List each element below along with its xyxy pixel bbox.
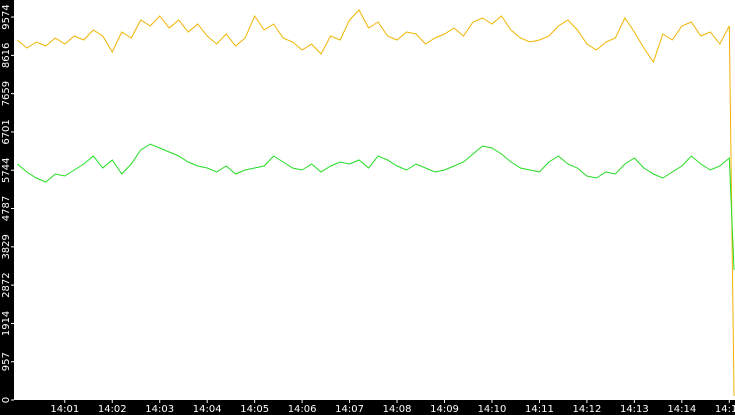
x-tick-label: 14:07	[335, 404, 364, 415]
x-tick-label: 14:09	[430, 404, 459, 415]
x-tick-label: 14:05	[240, 404, 269, 415]
y-tick-label: 1914	[1, 311, 12, 336]
y-tick-label: 5744	[1, 158, 12, 183]
x-tick-label: 14:10	[478, 404, 507, 415]
x-tick-label: 14:13	[620, 404, 649, 415]
y-tick-label: 2872	[1, 272, 12, 297]
y-tick-label: 3829	[1, 234, 12, 259]
x-tick-label: 14:04	[193, 404, 222, 415]
x-tick-label: 14:06	[288, 404, 317, 415]
x-axis-strip	[0, 400, 735, 415]
y-tick-label: 4787	[1, 196, 12, 221]
x-tick-label: 14:14	[667, 404, 696, 415]
x-tick-label: 14:01	[50, 404, 79, 415]
x-tick-label: 14:12	[572, 404, 601, 415]
x-tick-label: 14:11	[525, 404, 554, 415]
y-axis-strip	[0, 0, 14, 415]
y-tick-label: 8616	[1, 43, 12, 68]
x-tick-label: 14:08	[383, 404, 412, 415]
y-tick-label: 7659	[1, 81, 12, 106]
y-tick-label: 9574	[1, 4, 12, 29]
y-tick-label: 6701	[1, 119, 12, 144]
series-line	[17, 9, 735, 397]
x-tick-label: 14:02	[98, 404, 127, 415]
y-tick-label: 0	[1, 397, 12, 403]
y-tick-label: 957	[1, 352, 12, 371]
x-tick-label: 14:15	[715, 404, 735, 415]
x-tick-label: 14:03	[145, 404, 174, 415]
series-line	[17, 143, 735, 271]
